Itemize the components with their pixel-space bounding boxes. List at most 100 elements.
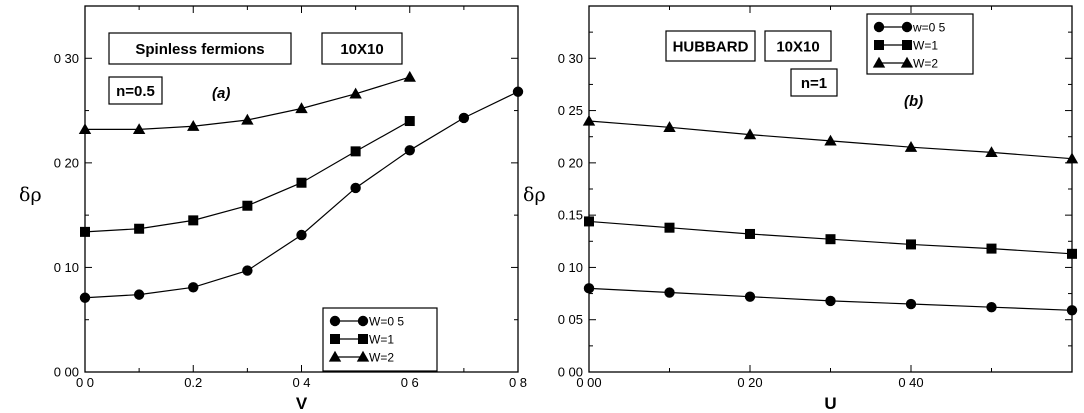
data-point	[664, 287, 675, 298]
data-point	[404, 145, 415, 156]
data-point	[904, 140, 918, 152]
data-point	[743, 128, 757, 140]
data-point	[350, 182, 361, 194]
data-point	[512, 86, 524, 97]
data-point	[986, 301, 997, 313]
panel-a: 0 00 0 10 0 20 0 30 0 0 0.2 0 4 0 6 0 8 Vδρ Spinle…	[19, 5, 527, 413]
legend-label: w=0 5	[912, 21, 946, 35]
data-point	[1066, 305, 1078, 316]
panel-tag: (b)	[904, 93, 923, 110]
annotation-box	[108, 32, 292, 65]
y-tick-label: 0 20	[558, 155, 583, 170]
legend-marker	[901, 21, 913, 33]
data-point	[1067, 248, 1077, 259]
x-tick-label: 0 20	[737, 375, 762, 390]
data-point	[583, 283, 595, 294]
annotation-box	[665, 30, 756, 62]
y-tick-label: 0.15	[558, 208, 583, 223]
annotation-label: 10X10	[340, 41, 383, 58]
x-tick-label: 0 40	[898, 375, 923, 390]
annotation-label: 10X10	[776, 39, 819, 56]
legend-marker	[328, 350, 342, 362]
series-line	[84, 91, 519, 299]
legend-marker	[329, 315, 341, 327]
data-point	[664, 222, 675, 233]
data-point	[242, 200, 253, 211]
data-point	[986, 243, 997, 254]
x-axis-title: U	[824, 394, 836, 413]
data-point	[296, 229, 307, 241]
y-axis-title: δρ	[19, 184, 42, 206]
data-point	[296, 177, 307, 188]
legend: w=0 5 W=1 W=2	[866, 13, 974, 75]
panel-tag: (a)	[212, 85, 230, 102]
annotation-label: Spinless fermions	[135, 41, 264, 58]
legend-label: W=2	[369, 351, 394, 365]
data-point	[350, 146, 361, 157]
x-tick-label: 0 4	[292, 375, 310, 390]
legend-box	[866, 13, 974, 75]
data-point	[906, 239, 916, 250]
y-tick-label: 0 10	[54, 260, 79, 275]
series-square	[584, 216, 1077, 259]
legend-marker	[358, 334, 368, 344]
annotation-label: n=1	[801, 75, 827, 92]
series-square	[80, 116, 415, 237]
data-point	[745, 228, 755, 239]
legend-marker	[873, 21, 885, 33]
data-point	[403, 70, 416, 82]
data-point	[663, 121, 676, 132]
legend-marker	[356, 350, 370, 362]
data-point	[79, 292, 91, 303]
data-point	[295, 102, 308, 114]
legend-marker	[330, 334, 340, 344]
y-tick-label: 0 25	[558, 103, 583, 118]
y-axis-title: δρ	[523, 184, 546, 206]
data-point	[132, 123, 146, 135]
data-point	[80, 226, 90, 237]
data-point	[133, 289, 145, 300]
y-tick-label: 0 00	[54, 365, 79, 380]
series-circle	[79, 86, 524, 303]
series-line	[84, 120, 411, 233]
data-point	[824, 134, 837, 146]
legend-label: W=0 5	[369, 315, 404, 329]
series-triangle	[582, 114, 1079, 164]
x-tick-label: 0 6	[401, 375, 419, 390]
panel-b: 0 00 0 05 0 10 0.15 0 20 0 25 0 30 0 00 0 20 0 40…	[523, 5, 1079, 413]
data-point	[744, 291, 756, 302]
y-tick-label: 0 05	[558, 312, 583, 327]
x-axis-title: V	[296, 394, 308, 413]
data-point	[404, 116, 415, 127]
legend: W=0 5 W=1 W=2	[322, 307, 438, 372]
data-point	[241, 113, 254, 125]
data-point	[349, 87, 362, 99]
x-tick-label: 0 00	[576, 375, 601, 390]
y-tick-label: 0 10	[558, 260, 583, 275]
annotation-box	[764, 30, 832, 62]
annotation-label: HUBBARD	[673, 39, 749, 56]
data-point	[242, 265, 253, 276]
data-point	[458, 112, 470, 124]
y-tick-label: 0 30	[558, 51, 583, 66]
data-point	[985, 146, 998, 158]
legend-marker	[874, 40, 884, 50]
legend-marker	[357, 315, 369, 327]
data-point	[188, 282, 199, 293]
data-point	[584, 216, 594, 227]
data-point	[187, 120, 200, 131]
legend-label: W=1	[913, 39, 938, 53]
legend-label: W=2	[913, 57, 938, 71]
series-triangle	[78, 70, 416, 135]
annotation-box	[790, 68, 838, 97]
data-point	[1065, 152, 1079, 164]
y-tick-label: 0 30	[54, 51, 79, 66]
annotation-label: n=0.5	[116, 83, 155, 100]
legend-marker	[902, 40, 912, 50]
annotation-box	[108, 76, 163, 105]
x-tick-label: 0 0	[76, 375, 94, 390]
series-circle	[583, 283, 1078, 316]
data-point	[582, 114, 596, 126]
legend-marker	[900, 56, 914, 68]
